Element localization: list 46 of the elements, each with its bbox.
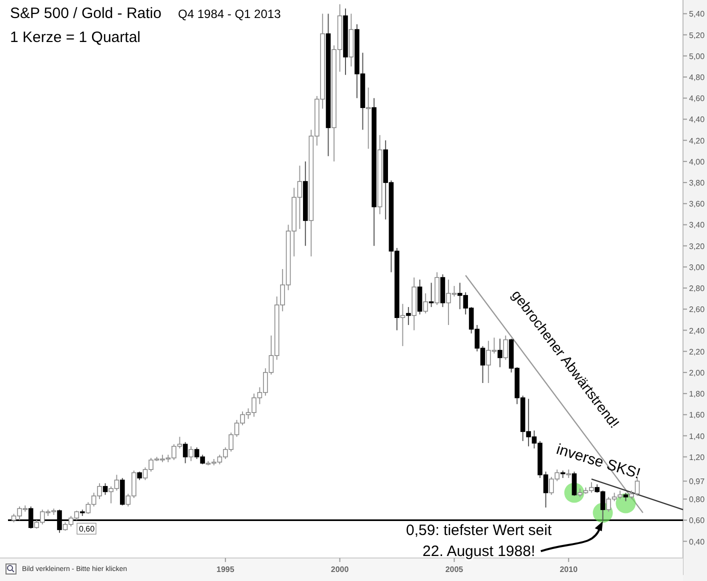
y-tick-label: 3,60 <box>689 200 706 209</box>
annotation: 0,59: tiefster Wert seit 22. August 1988! <box>406 522 552 560</box>
y-tick-label: 1,20 <box>689 452 706 462</box>
y-tick-label: 2,60 <box>689 305 706 314</box>
candlestick <box>102 482 108 496</box>
y-tick-label: 2,40 <box>689 326 706 336</box>
annotation: 1 Kerze = 1 Quartal <box>10 29 140 46</box>
y-tick-label: 2,00 <box>689 368 706 378</box>
candlestick <box>572 471 577 496</box>
candlestick <box>406 306 411 326</box>
y-tick-label: 3,80 <box>689 178 706 188</box>
y-tick-label: 4,00 <box>689 157 706 166</box>
y-tick-label: 5,00 <box>689 52 706 61</box>
y-tick-label: 5,20 <box>689 30 706 40</box>
y-tick-label: 4,40 <box>689 115 706 124</box>
y-tick-label: 4,60 <box>689 94 706 104</box>
x-tick-label: 1995 <box>216 565 235 574</box>
y-tick-label: 1,40 <box>689 432 706 441</box>
candlestick <box>498 338 502 368</box>
y-tick-label: 0,97 <box>689 477 706 486</box>
y-tick-label: 3,00 <box>689 262 706 272</box>
y-tick-label: 3,20 <box>689 242 706 251</box>
annotation: inverse SKS! <box>554 440 642 482</box>
candlestick <box>366 87 371 150</box>
x-tick-label: 2010 <box>560 565 578 574</box>
ref-line-label: 0,60 <box>79 524 96 534</box>
y-tick-label: 2,20 <box>689 347 706 356</box>
candlestick <box>423 292 428 314</box>
candlestick <box>503 335 508 360</box>
y-tick-label: 0,60 <box>689 516 706 526</box>
y-tick-label: 2,80 <box>689 284 706 294</box>
y-tick-label: 1,60 <box>689 410 706 420</box>
y-tick-label: 4,80 <box>689 73 706 82</box>
y-tick-label: 1,80 <box>689 390 706 399</box>
y-tick-label: 0,40 <box>689 537 706 546</box>
y-tick-label: 5,40 <box>689 10 706 19</box>
y-tick-label: 3,40 <box>689 220 706 230</box>
y-tick-label: 4,20 <box>689 136 706 146</box>
x-tick-label: 2000 <box>330 565 350 574</box>
y-tick-label: 0,80 <box>689 495 706 504</box>
chart-title: S&P 500 / Gold - Ratio <box>10 5 162 22</box>
x-tick-label: 2005 <box>445 565 464 574</box>
candlestick <box>188 446 194 462</box>
candlestick <box>182 442 188 464</box>
candlestick <box>400 303 406 347</box>
text: Q4 1984 - Q1 2013 <box>178 7 282 21</box>
